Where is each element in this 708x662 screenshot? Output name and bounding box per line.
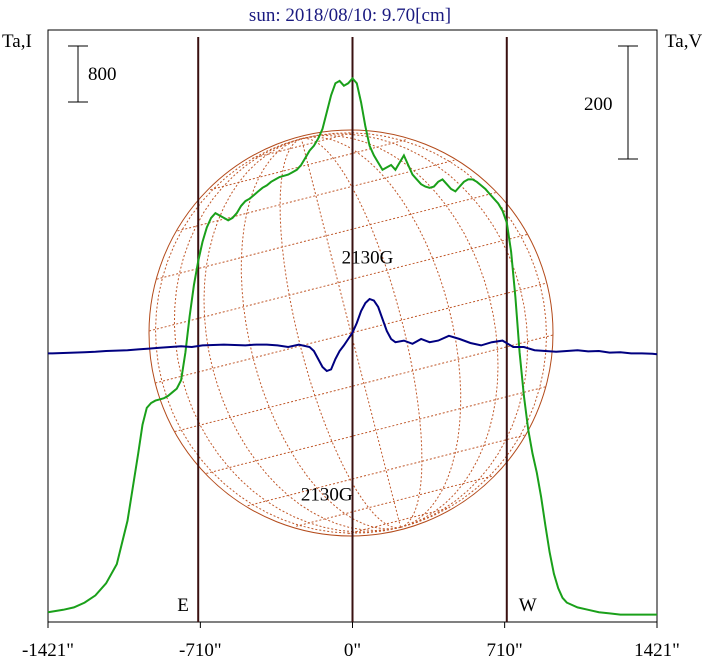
left-scale-bar (68, 45, 88, 103)
meridian-line (301, 136, 462, 528)
meridian-line (173, 138, 401, 533)
heliographic-grid (148, 131, 554, 535)
parallel-line (252, 131, 354, 159)
series-layer (47, 76, 658, 616)
x-axis-ticks: -1421" -710" 0" 710" 1421" (22, 622, 680, 661)
meridian-line (279, 138, 401, 529)
field-annotation: 2130G (301, 484, 353, 505)
parallel-line (348, 507, 450, 535)
x-tick-label: 710" (487, 640, 523, 661)
limb-label: E (177, 595, 189, 616)
parallel-line (295, 475, 492, 527)
parallel-line (155, 282, 547, 384)
meridian-line (301, 132, 548, 528)
limb-label: W (519, 595, 537, 616)
field-annotation: 2130G (342, 248, 394, 269)
parallel-line (247, 434, 525, 507)
meridian-line (301, 133, 529, 528)
x-tick-label: 1421" (634, 640, 680, 661)
parallel-line (148, 233, 528, 332)
x-tick-label: -1421" (22, 640, 74, 661)
parallel-line (174, 334, 554, 433)
meridian-line (240, 138, 401, 530)
x-tick-label: 0" (344, 640, 361, 661)
annotations: 2130G 2130G (301, 248, 394, 506)
sun-disk-outline (148, 129, 554, 537)
right-scale-label: 200 (584, 94, 613, 115)
parallel-line (210, 139, 407, 191)
left-axis-label: Ta,I (2, 31, 32, 52)
solar-disk (148, 129, 554, 537)
series-line-2 (48, 297, 658, 373)
meridian-line (301, 137, 423, 528)
left-scale-label: 800 (88, 64, 117, 85)
series-line-1 (47, 76, 657, 616)
right-scale-bar (618, 45, 638, 160)
chart-title: sun: 2018/08/10: 9.70[cm] (249, 5, 451, 26)
right-axis-label: Ta,V (665, 31, 702, 52)
x-tick-label: -710" (179, 640, 222, 661)
meridian-line (154, 138, 401, 534)
parallel-line (177, 159, 455, 232)
